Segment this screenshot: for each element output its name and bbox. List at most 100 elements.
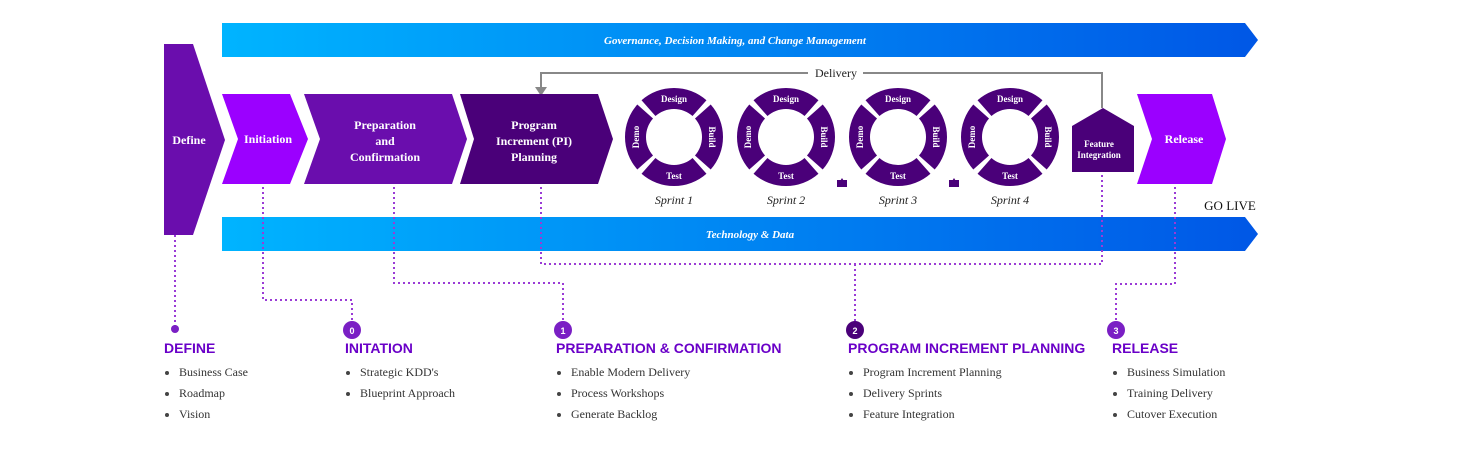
sprint-ring-label-top: Design	[661, 94, 687, 104]
sprint-ring-segment-right	[694, 104, 723, 170]
sprint-1-label: Sprint 1	[655, 193, 693, 207]
phase-preparation-line-1: Preparation	[354, 118, 416, 132]
phase-release: Release	[1137, 94, 1226, 184]
phase-preparation: Preparation and Confirmation	[304, 94, 467, 184]
section-initiation: INITATION Strategic KDD's Blueprint Appr…	[345, 340, 455, 404]
phase-feature-line-1: Feature	[1084, 139, 1114, 149]
section-release: RELEASE Business Simulation Training Del…	[1112, 340, 1225, 425]
sprint-ring-label-top: Design	[773, 94, 799, 104]
delivery-label: Delivery	[815, 66, 857, 80]
sprint-ring-segment-left	[736, 104, 766, 170]
sprint-ring-segment-right	[918, 104, 947, 170]
sprint-ring-label-right: Build	[819, 126, 829, 147]
governance-band-label: Governance, Decision Making, and Change …	[604, 35, 867, 47]
section-initiation-title: INITATION	[345, 340, 413, 356]
svg-text:2: 2	[852, 326, 857, 336]
connector-release	[1115, 187, 1176, 322]
sprint-ring-label-right: Build	[1043, 126, 1053, 147]
section-release-title: RELEASE	[1112, 340, 1179, 356]
svg-text:0: 0	[349, 326, 354, 336]
sprint-ring-segment-top	[865, 87, 931, 117]
list-item: Cutover Execution	[1127, 404, 1225, 425]
list-item: Roadmap	[179, 383, 248, 404]
marker-define-dot	[171, 325, 179, 333]
sprint-ring-label-bottom: Test	[1002, 171, 1018, 181]
sprint-3: Design Build Test Demo Sprint 3	[849, 87, 947, 207]
section-pi-planning-list: Program Increment Planning Delivery Spri…	[848, 362, 1085, 425]
integration-point-icon-base	[949, 180, 959, 187]
marker-3: 3	[1107, 321, 1125, 339]
sprint-ring-segment-right	[1030, 104, 1059, 170]
list-item: Enable Modern Delivery	[571, 362, 782, 383]
sprint-ring-label-left: Demo	[855, 125, 865, 148]
sprint-ring-segment-bottom	[977, 157, 1043, 186]
sprint-3-label: Sprint 3	[879, 193, 917, 207]
section-release-list: Business Simulation Training Delivery Cu…	[1112, 362, 1225, 425]
phase-define: Define	[164, 44, 225, 235]
list-item: Training Delivery	[1127, 383, 1225, 404]
svg-text:3: 3	[1113, 326, 1118, 336]
sprint-ring-label-right: Build	[707, 126, 717, 147]
list-item: Blueprint Approach	[360, 383, 455, 404]
governance-band: Governance, Decision Making, and Change …	[222, 23, 1258, 57]
phase-pi-planning-line-2: Increment (PI)	[496, 134, 572, 148]
sprint-ring-label-right: Build	[931, 126, 941, 147]
sprint-4: Design Build Test Demo Sprint 4	[960, 88, 1059, 207]
phase-initiation-label: Initiation	[244, 132, 292, 146]
list-item: Strategic KDD's	[360, 362, 455, 383]
list-item: Delivery Sprints	[863, 383, 1085, 404]
sprint-ring-segment-bottom	[865, 157, 931, 187]
list-item: Feature Integration	[863, 404, 1085, 425]
sprint-ring-label-left: Demo	[631, 125, 641, 148]
sprint-ring-segment-top	[641, 87, 707, 117]
sprint-ring-label-bottom: Test	[778, 171, 794, 181]
sprint-ring-label-top: Design	[885, 94, 911, 104]
section-pi-planning: PROGRAM INCREMENT PLANNING Program Incre…	[848, 340, 1085, 425]
svg-text:1: 1	[560, 326, 565, 336]
section-preparation-title: PREPARATION & CONFIRMATION	[556, 340, 782, 356]
phase-initiation: Initiation	[222, 94, 308, 184]
list-item: Process Workshops	[571, 383, 782, 404]
sprint-ring-segment-left	[625, 104, 654, 170]
phase-feature-line-2: Integration	[1077, 150, 1121, 160]
delivery-arrow: Delivery	[535, 66, 1103, 108]
technology-band: Technology & Data	[222, 217, 1258, 251]
section-initiation-list: Strategic KDD's Blueprint Approach	[345, 362, 455, 404]
list-item: Generate Backlog	[571, 404, 782, 425]
sprint-ring-label-bottom: Test	[890, 171, 906, 181]
sprint-ring-segment-bottom	[641, 157, 707, 187]
marker-0: 0	[343, 321, 361, 339]
sprint-ring-segment-left	[849, 104, 878, 170]
section-define: DEFINE Business Case Roadmap Vision	[164, 340, 248, 425]
list-item: Vision	[179, 404, 248, 425]
sprint-4-label: Sprint 4	[991, 193, 1029, 207]
sprint-ring-segment-right	[806, 104, 835, 170]
sprint-ring-segment-left	[960, 104, 990, 170]
section-pi-planning-title: PROGRAM INCREMENT PLANNING	[848, 340, 1086, 356]
section-define-title: DEFINE	[164, 340, 216, 356]
sprint-ring-label-top: Design	[997, 94, 1023, 104]
phase-release-label: Release	[1165, 132, 1204, 146]
integration-point-icon-base	[837, 180, 847, 187]
sprint-2-label: Sprint 2	[767, 193, 805, 207]
sprint-1: Design Build Test Demo Sprint 1	[625, 87, 723, 207]
sprint-2: Design Build Test Demo Sprint 2	[736, 88, 835, 207]
sprint-ring-segment-top	[753, 88, 819, 117]
phase-pi-planning-line-1: Program	[511, 118, 557, 132]
connector-initiation	[262, 187, 353, 322]
list-item: Program Increment Planning	[863, 362, 1085, 383]
sprint-ring-label-bottom: Test	[666, 171, 682, 181]
sprint-ring-label-left: Demo	[743, 125, 753, 148]
phase-preparation-line-3: Confirmation	[350, 150, 420, 164]
connector-preparation	[393, 187, 564, 322]
sprint-ring-segment-top	[977, 88, 1043, 117]
section-preparation-list: Enable Modern Delivery Process Workshops…	[556, 362, 782, 425]
section-preparation: PREPARATION & CONFIRMATION Enable Modern…	[556, 340, 782, 425]
section-define-list: Business Case Roadmap Vision	[164, 362, 248, 425]
phase-define-label: Define	[172, 133, 206, 147]
technology-band-label: Technology & Data	[706, 229, 795, 241]
dotted-connectors	[174, 172, 1176, 326]
phase-feature-integration: Feature Integration	[1072, 108, 1134, 172]
marker-1: 1	[554, 321, 572, 339]
